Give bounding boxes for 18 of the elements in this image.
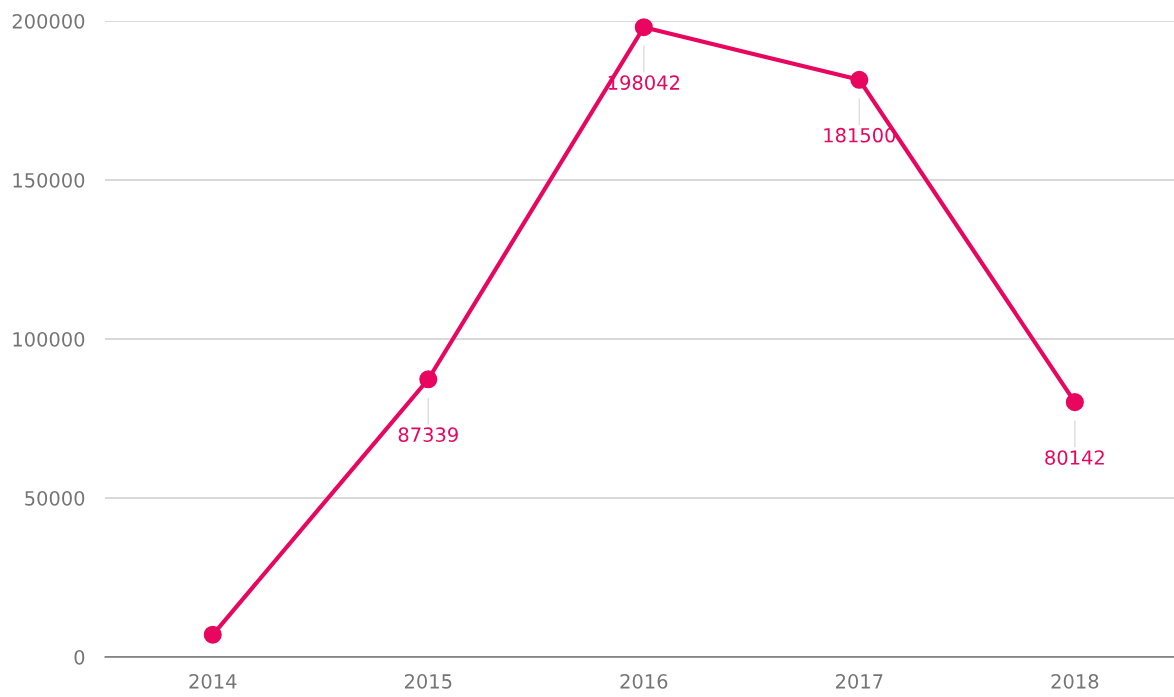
x-tick-label: 2016: [620, 674, 668, 689]
data-label: 181500: [824, 127, 896, 143]
y-tick-label: 0: [74, 649, 85, 665]
y-tick-label: 150000: [13, 172, 85, 188]
x-tick-label: 2015: [404, 674, 452, 689]
y-tick-label: 200000: [12, 13, 85, 29]
point: [419, 370, 438, 389]
point: [203, 625, 222, 644]
data-label: 80142: [1045, 450, 1104, 465]
point: [634, 18, 653, 37]
point: [1065, 393, 1084, 412]
y-tick-label: 100000: [13, 331, 85, 347]
y-tick-label: 50000: [25, 490, 85, 506]
x-tick-label: 2017: [836, 674, 883, 689]
point: [850, 70, 869, 89]
x-tick-label: 2018: [1051, 674, 1099, 689]
x-tick-label: 2014: [189, 674, 237, 689]
data-label: 87339: [398, 427, 458, 443]
